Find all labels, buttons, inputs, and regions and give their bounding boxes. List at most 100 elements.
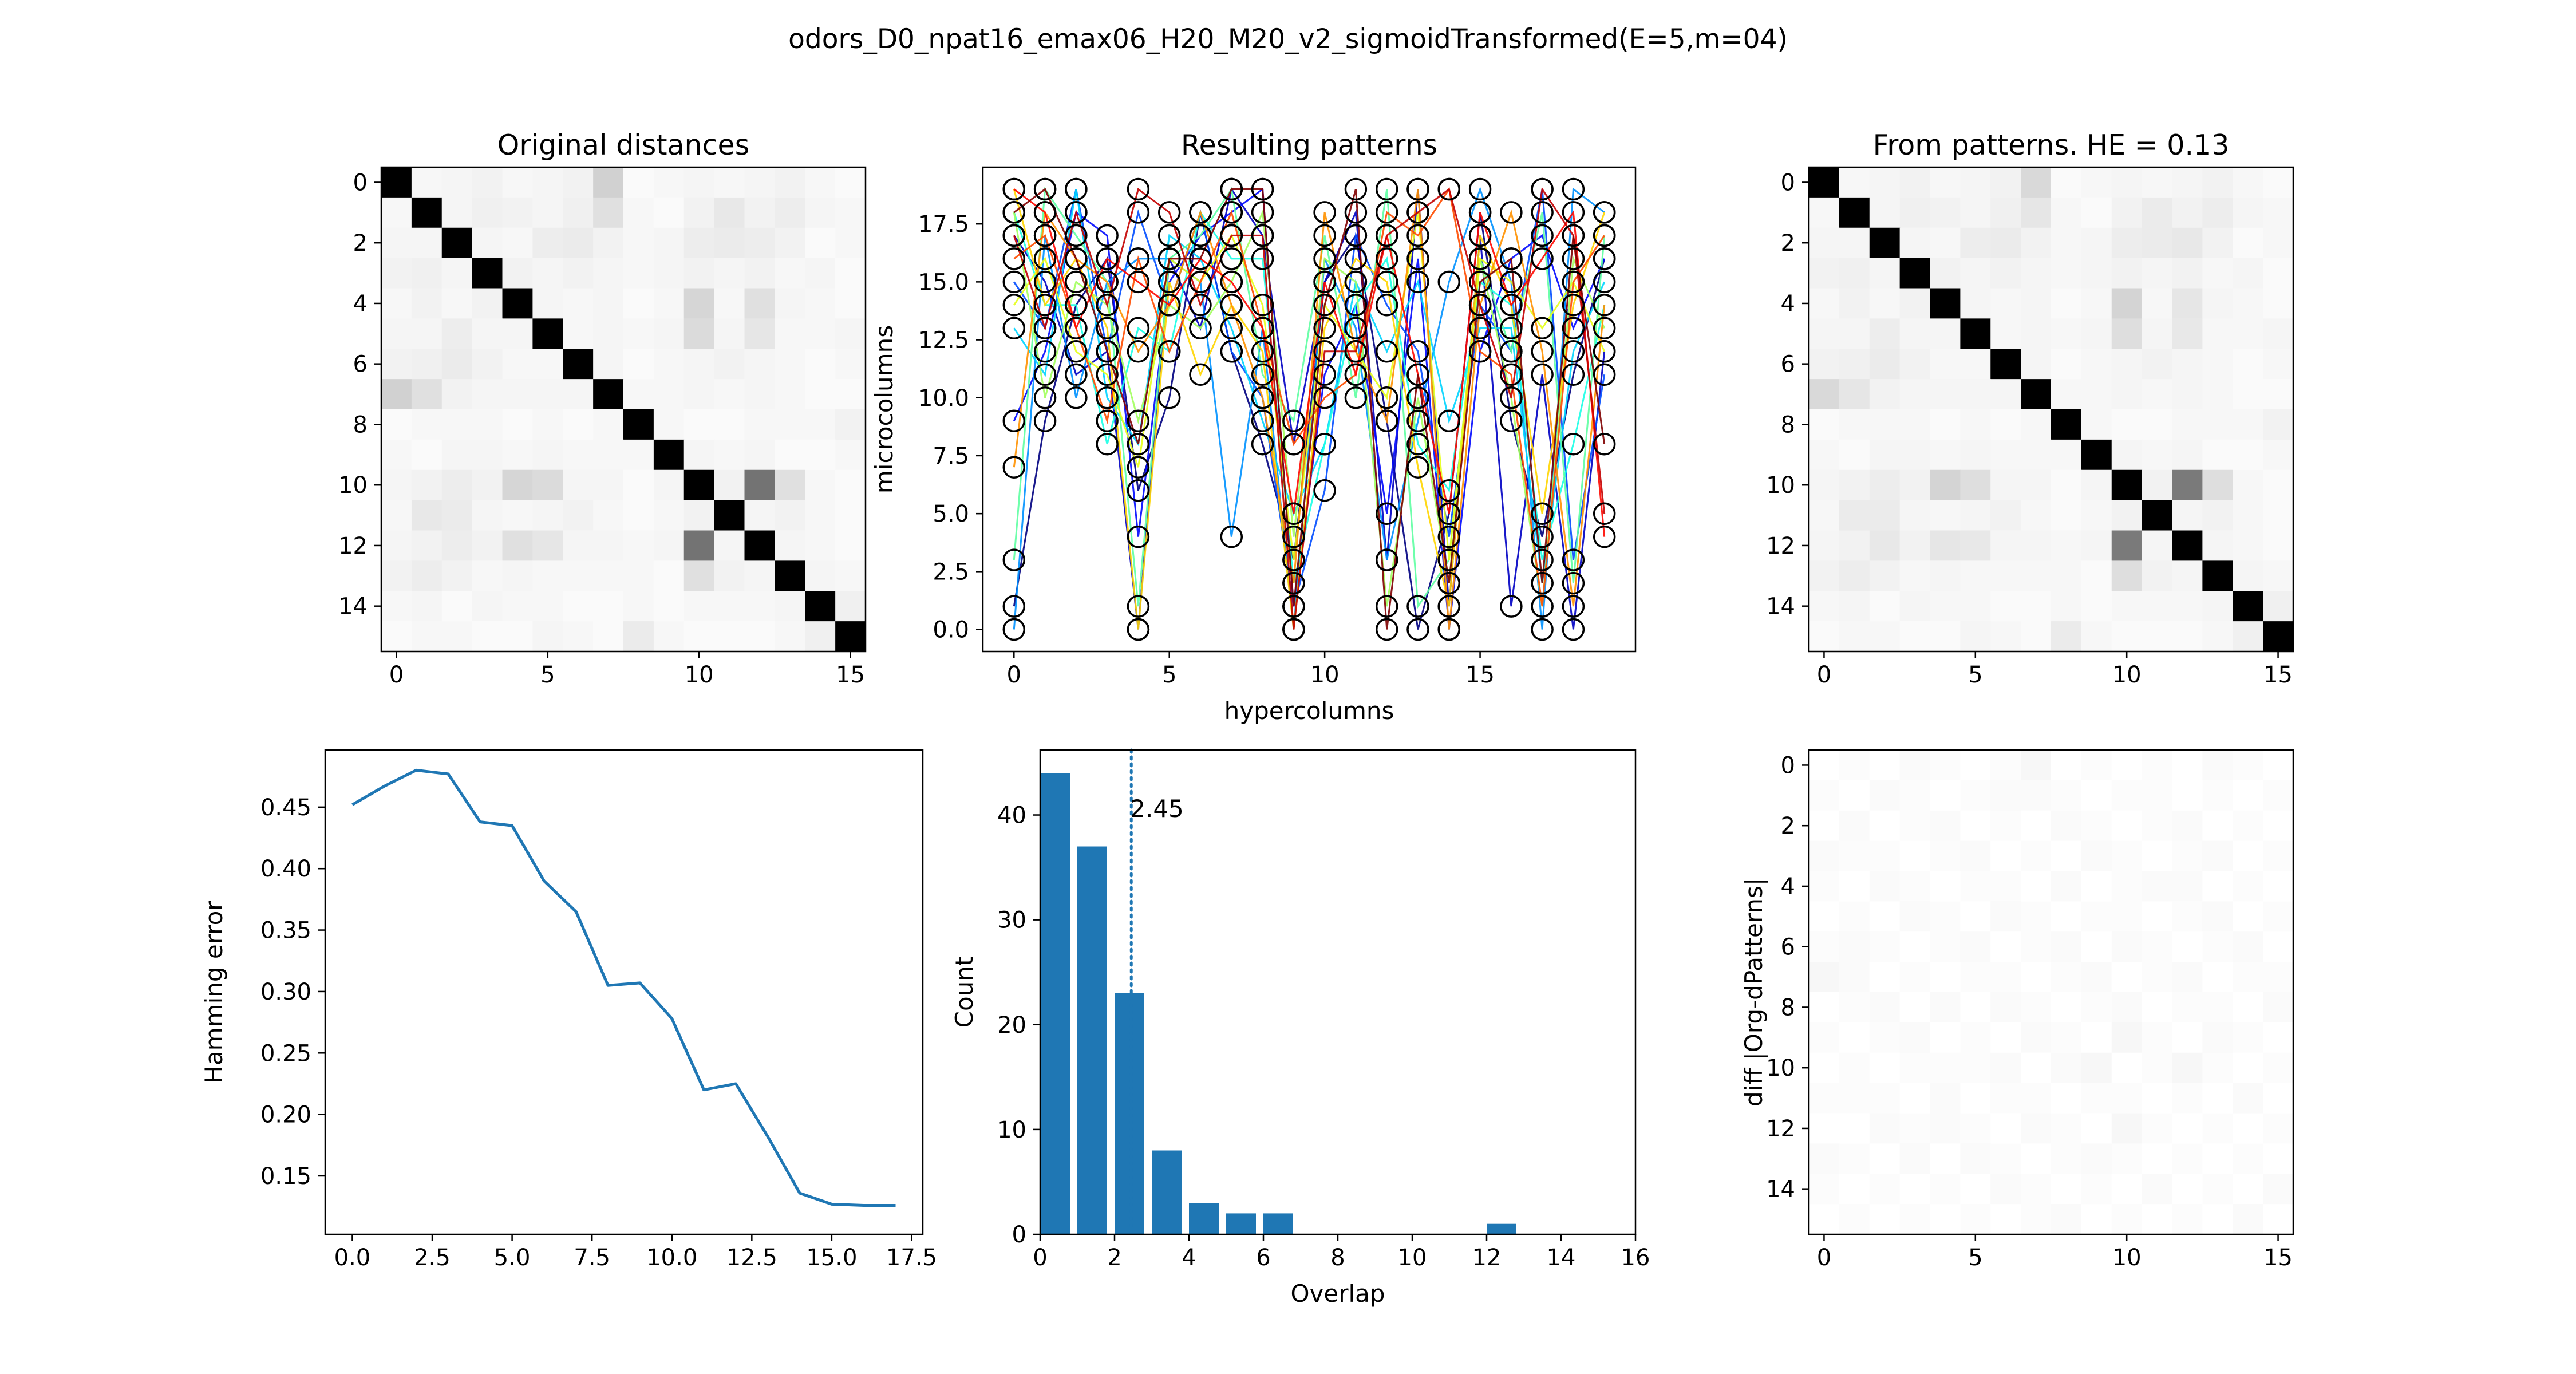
heatmap-cell <box>2202 992 2233 1023</box>
heatmap-cell <box>805 530 836 561</box>
pattern-marker <box>1375 548 1398 571</box>
heatmap-cell <box>2021 439 2052 471</box>
heatmap-cell <box>1839 560 1870 591</box>
heatmap-cell <box>2202 197 2233 228</box>
pattern-marker <box>1002 224 1026 247</box>
heatmap-cell <box>2021 1022 2052 1053</box>
heatmap-cell <box>502 349 533 380</box>
heatmap-cell <box>2111 1143 2143 1174</box>
pattern-marker <box>1406 363 1429 386</box>
heatmap-cell <box>1930 1174 1961 1205</box>
heatmap-cell <box>683 167 715 198</box>
heatmap-cell <box>502 167 533 198</box>
heatmap-cell <box>2051 379 2082 410</box>
pattern-marker <box>1593 224 1616 247</box>
pattern-marker <box>1313 201 1336 224</box>
heatmap-cell <box>775 469 805 501</box>
heatmap-cell <box>2202 591 2233 622</box>
heatmap-cell <box>1990 1052 2021 1084</box>
pattern-marker <box>1127 201 1150 224</box>
heatmap-cell <box>1899 227 1931 259</box>
y-tick-label: 0 <box>1781 169 1795 196</box>
pattern-marker <box>1096 317 1119 340</box>
heatmap-cell <box>1930 469 1961 501</box>
heatmap-cell <box>1930 409 1961 440</box>
heatmap-cell <box>1930 560 1961 591</box>
pattern-marker <box>1344 294 1368 317</box>
heatmap-cell <box>593 167 624 198</box>
heatmap-cell <box>1899 318 1931 349</box>
heatmap-cell <box>2081 962 2112 993</box>
x-tick-label: 15 <box>2263 1245 2293 1271</box>
heatmap-cell <box>1990 992 2021 1023</box>
pattern-marker <box>1251 317 1274 340</box>
heatmap-cell <box>2081 439 2112 471</box>
pattern-marker <box>1500 363 1523 386</box>
pattern-marker <box>1344 317 1368 340</box>
heatmap-cell <box>1990 810 2021 842</box>
heatmap-cell <box>2142 780 2173 811</box>
pattern-marker <box>1127 177 1150 201</box>
heatmap-cell <box>2202 1204 2233 1235</box>
heatmap-cell <box>1960 1143 1991 1174</box>
pattern-marker <box>1127 595 1150 618</box>
heatmap-cell <box>775 349 805 380</box>
heatmap-cell <box>653 500 685 531</box>
heatmap-cell <box>1960 379 1991 410</box>
pattern-marker <box>1220 294 1243 317</box>
pattern-marker <box>1375 224 1398 247</box>
heatmap-cell <box>563 197 594 228</box>
pattern-marker <box>1375 201 1398 224</box>
heatmap-cell <box>2111 1113 2143 1144</box>
heatmap-cell <box>2081 840 2112 872</box>
axes-frame <box>324 749 924 1235</box>
heatmap-cell <box>411 349 442 380</box>
heatmap-cell <box>532 288 563 319</box>
y-tick-label: 0.15 <box>260 1163 311 1190</box>
pattern-marker <box>1220 224 1243 247</box>
heatmap-cell <box>2051 962 2082 993</box>
heatmap-cell <box>2111 409 2143 440</box>
y-tick-label: 6 <box>353 352 368 378</box>
heatmap-cell <box>532 258 563 289</box>
pattern-marker <box>1127 618 1150 641</box>
y-tick-label: 6 <box>1781 352 1795 378</box>
heatmap-cell <box>1869 318 1901 349</box>
heatmap-cell <box>1990 1143 2021 1174</box>
heatmap-cell <box>2051 840 2082 872</box>
y-tick-label: 10 <box>997 1117 1026 1143</box>
heatmap-cell <box>1960 318 1991 349</box>
pattern-marker <box>1437 525 1461 548</box>
heatmap-cell <box>381 409 412 440</box>
heatmap-cell <box>1960 560 1991 591</box>
heatmap-cell <box>683 409 715 440</box>
panel-title: Original distances <box>497 129 749 161</box>
y-tick-label: 0.30 <box>260 979 311 1005</box>
heatmap-cell <box>653 469 685 501</box>
heatmap-cell <box>2202 379 2233 410</box>
y-tick-label: 12.5 <box>918 327 969 354</box>
pattern-marker <box>1251 224 1274 247</box>
pattern-marker <box>1437 270 1461 294</box>
heatmap-cell <box>805 258 836 289</box>
heatmap-cell <box>1990 840 2021 872</box>
heatmap-cell <box>744 409 775 440</box>
heatmap-cell <box>2263 469 2294 501</box>
heatmap-cell <box>2142 379 2173 410</box>
heatmap-cell <box>653 591 685 622</box>
heatmap-cell <box>2051 409 2082 440</box>
heatmap-cell <box>441 530 473 561</box>
heatmap-cell <box>2051 591 2082 622</box>
heatmap-cell <box>775 530 805 561</box>
heatmap-cell <box>1899 901 1931 932</box>
heatmap-cell <box>563 591 594 622</box>
heatmap-cell <box>2051 1143 2082 1174</box>
heatmap-cell <box>1960 780 1991 811</box>
pattern-marker <box>1282 432 1305 456</box>
hamming-error-panel: 0.0 2.5 5.0 7.5 10.0 12.5 15.0 17.5 0.15 0.20 0.25… <box>200 749 937 1271</box>
heatmap-cell <box>2172 379 2203 410</box>
heatmap-cell <box>1930 1022 1961 1053</box>
heatmap-cell <box>2021 1083 2052 1114</box>
pattern-line <box>1013 189 1606 630</box>
y-axis-label: diff |Org-dPatterns| <box>1740 878 1768 1107</box>
